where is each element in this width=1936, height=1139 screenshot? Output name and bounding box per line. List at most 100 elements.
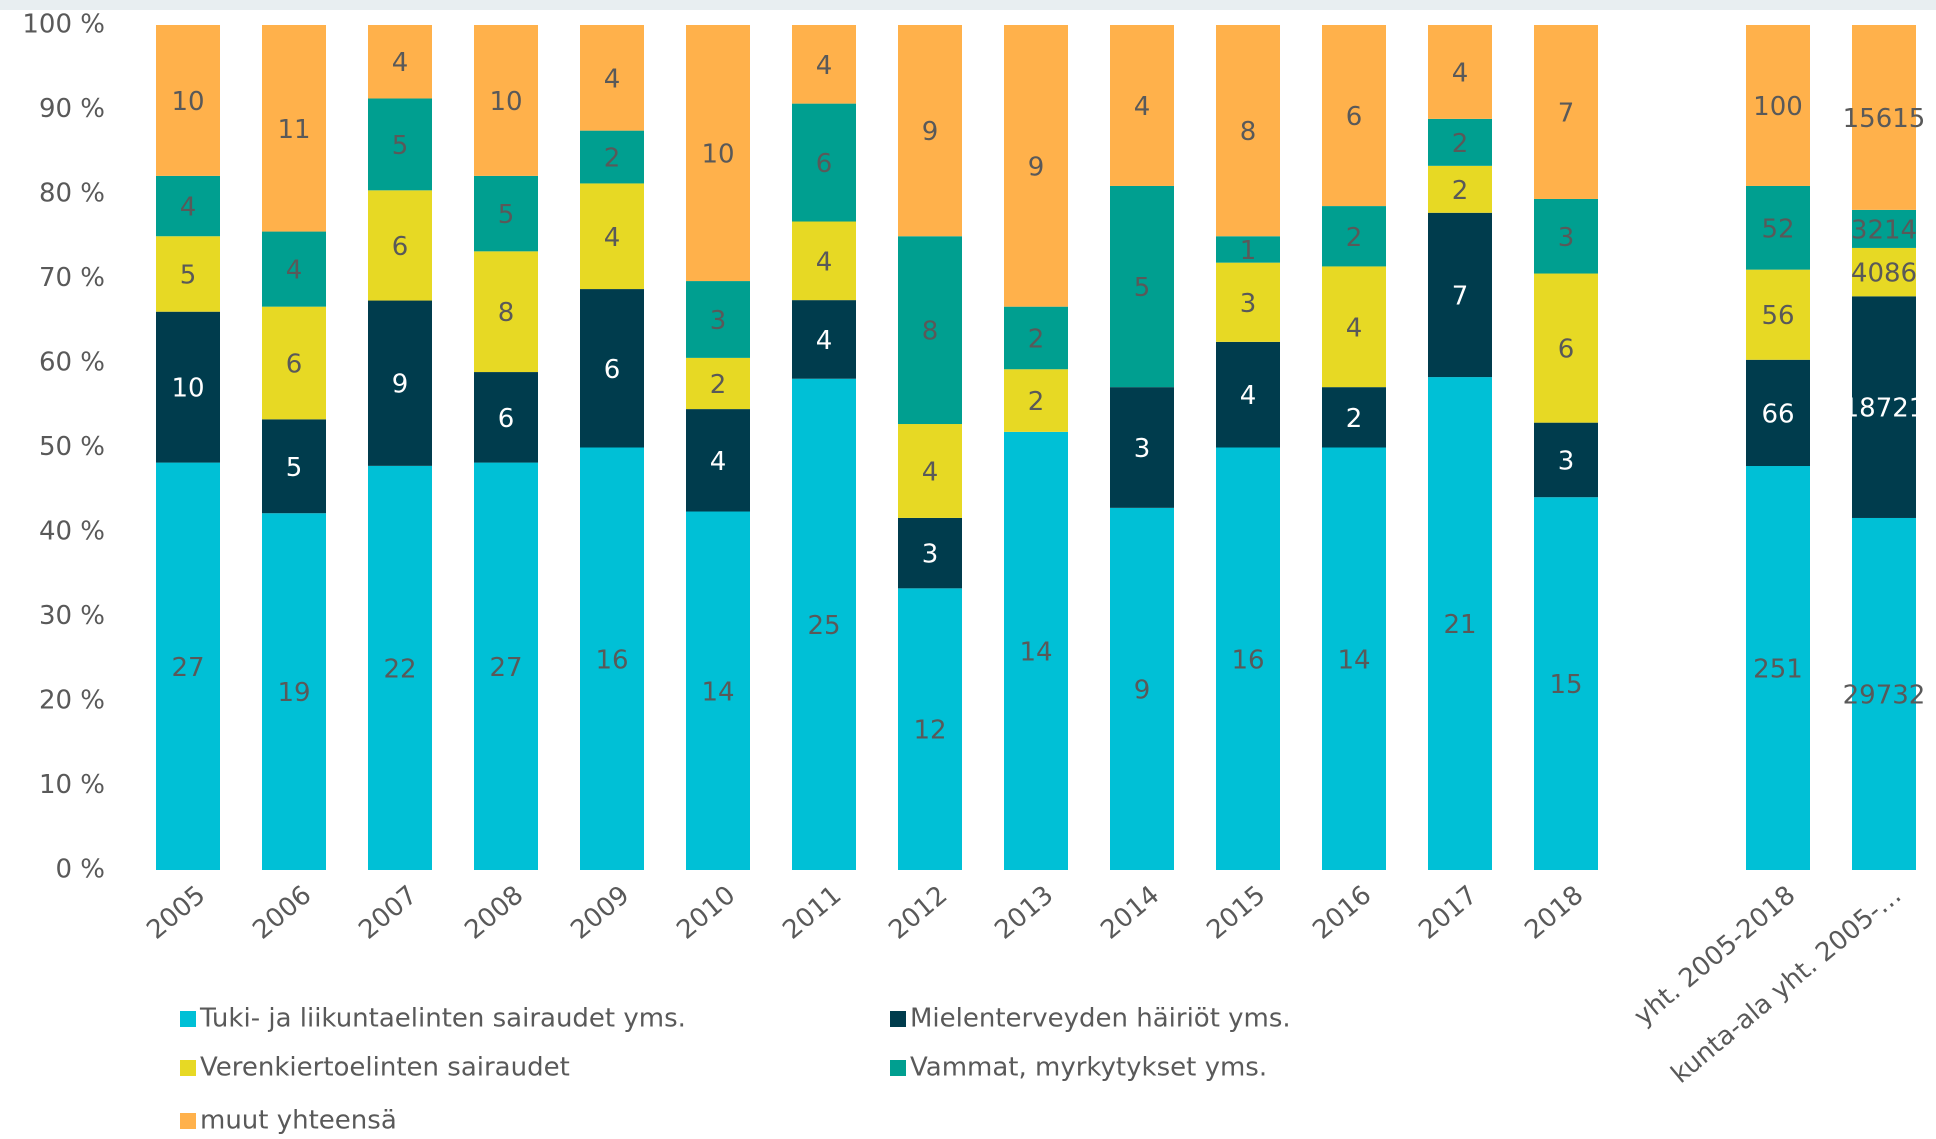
data-label: 3 <box>1558 446 1575 476</box>
y-tick-label: 30 % <box>39 601 105 631</box>
bar-segment <box>1852 517 1916 870</box>
data-label: 2 <box>1028 324 1045 354</box>
data-label: 7 <box>1558 98 1575 128</box>
data-label: 8 <box>1240 117 1257 147</box>
data-label: 2 <box>1346 404 1363 434</box>
bar-segment <box>580 130 644 184</box>
y-tick-label: 10 % <box>39 770 105 800</box>
bar-segment <box>1110 25 1174 186</box>
x-tick-label: 2005 <box>141 880 211 946</box>
bar-segment <box>1852 247 1916 297</box>
data-label: 56 <box>1761 301 1794 331</box>
bar-segment <box>686 357 750 410</box>
bar-segment <box>580 289 644 448</box>
y-tick-label: 50 % <box>39 432 105 462</box>
data-label: 21 <box>1443 610 1476 640</box>
bar-segment <box>474 175 538 252</box>
data-label: 5 <box>1134 273 1151 303</box>
data-label: 6 <box>392 232 409 262</box>
data-label: 9 <box>922 117 939 147</box>
data-label: 52 <box>1761 214 1794 244</box>
bar-segment <box>1322 447 1386 870</box>
x-tick-label: 2014 <box>1095 880 1165 946</box>
bar-segment <box>474 251 538 373</box>
data-label: 9 <box>1134 675 1151 705</box>
bar-segment <box>1216 341 1280 448</box>
legend-swatch <box>890 1060 906 1076</box>
bar-segment <box>262 231 326 307</box>
data-label: 3 <box>1134 434 1151 464</box>
data-label: 3 <box>1240 289 1257 319</box>
y-tick-label: 60 % <box>39 348 105 378</box>
legend-label: Tuki- ja liikuntaelinten sairaudet yms. <box>199 1004 686 1034</box>
bar-segment <box>898 236 962 425</box>
y-tick-label: 20 % <box>39 686 105 716</box>
data-label: 3214 <box>1851 215 1917 245</box>
bar-segment <box>156 462 220 870</box>
x-tick-label: 2017 <box>1413 880 1483 946</box>
data-label: 25 <box>807 611 840 641</box>
y-tick-label: 0 % <box>55 855 105 885</box>
data-label: 14 <box>701 677 734 707</box>
data-label: 6 <box>604 355 621 385</box>
data-label: 4 <box>604 64 621 94</box>
bar-segment <box>1322 25 1386 207</box>
bar-segment <box>898 517 962 589</box>
x-tick-label: 2007 <box>353 880 423 946</box>
legend-swatch <box>180 1060 196 1076</box>
bar-segment <box>1004 369 1068 432</box>
bar-segment <box>686 25 750 282</box>
bar-segment <box>898 25 962 237</box>
data-label: 3 <box>922 540 939 570</box>
bar-segment <box>262 513 326 870</box>
bar-segment <box>474 462 538 870</box>
data-label: 4086 <box>1851 259 1917 289</box>
bar-segment <box>1746 359 1810 467</box>
data-label: 4 <box>816 326 833 356</box>
data-label: 9 <box>1028 152 1045 182</box>
bar-segment <box>1322 206 1386 267</box>
data-label: 1 <box>1240 236 1257 266</box>
bar-segment <box>580 447 644 870</box>
data-label: 27 <box>489 653 522 683</box>
bar-segment <box>580 183 644 290</box>
bar-segment <box>1852 209 1916 248</box>
bar-segment <box>262 419 326 514</box>
bar-segment <box>792 378 856 870</box>
data-label: 2 <box>604 144 621 174</box>
bar-segment <box>1534 198 1598 274</box>
bar-segment <box>1534 422 1598 498</box>
x-tick-label: 2016 <box>1307 880 1377 946</box>
data-label: 22 <box>383 654 416 684</box>
data-label: 2 <box>1452 129 1469 159</box>
data-label: 6 <box>286 350 303 380</box>
data-label: 18721 <box>1843 394 1926 424</box>
bar-segment <box>1110 185 1174 388</box>
data-label: 4 <box>1240 381 1257 411</box>
bar-segment <box>1852 296 1916 518</box>
bar-segment <box>1746 185 1810 270</box>
bar-segment <box>1322 387 1386 448</box>
data-label: 6 <box>498 404 515 434</box>
bar-segment <box>686 409 750 512</box>
data-label: 12 <box>913 716 946 746</box>
bar-segment <box>262 25 326 232</box>
data-label: 4 <box>1134 92 1151 122</box>
data-label: 251 <box>1753 655 1803 685</box>
data-label: 4 <box>922 457 939 487</box>
data-label: 4 <box>180 193 197 223</box>
bar-segment <box>1534 273 1598 423</box>
data-label: 3 <box>710 306 727 336</box>
data-label: 27 <box>171 653 204 683</box>
bar-segment <box>1428 118 1492 166</box>
x-tick-label: 2006 <box>247 880 317 946</box>
x-tick-label: 2015 <box>1201 880 1271 946</box>
bar-segment <box>1746 25 1810 186</box>
bar-segment <box>474 372 538 463</box>
data-label: 14 <box>1019 637 1052 667</box>
x-tick-label: 2018 <box>1519 880 1589 946</box>
bar-segment <box>792 103 856 222</box>
bar-segment <box>474 25 538 176</box>
data-label: 15 <box>1549 670 1582 700</box>
